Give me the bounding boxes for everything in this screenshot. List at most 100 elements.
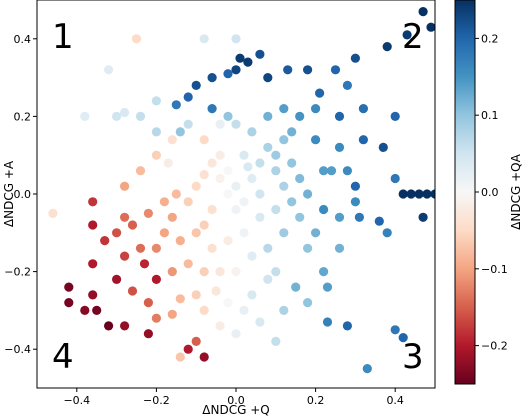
data-point-161 <box>315 88 325 98</box>
data-point-17 <box>231 34 241 44</box>
data-point-165 <box>287 127 297 137</box>
data-point-124 <box>279 228 289 238</box>
data-point-32 <box>378 142 388 152</box>
data-point-43 <box>406 189 416 199</box>
data-point-29 <box>334 111 345 121</box>
data-point-3 <box>402 30 412 40</box>
data-point-1 <box>426 22 435 32</box>
data-point-78 <box>171 189 181 199</box>
x-tick-label: −0.4 <box>63 394 90 407</box>
data-point-141 <box>139 259 150 269</box>
data-point-139 <box>271 166 281 176</box>
data-point-138 <box>243 162 253 172</box>
y-tick-label: 0.2 <box>14 110 32 123</box>
data-point-145 <box>80 305 90 315</box>
data-point-163 <box>243 57 253 67</box>
data-point-47 <box>334 243 345 253</box>
data-point-122 <box>303 189 313 199</box>
x-tick-label: 0.0 <box>227 394 245 407</box>
data-point-117 <box>263 111 273 121</box>
data-point-82 <box>207 158 217 168</box>
data-point-33 <box>358 135 368 145</box>
data-point-130 <box>183 259 193 269</box>
data-point-151 <box>255 317 265 327</box>
quadrant-label-2: 2 <box>402 17 424 57</box>
data-point-81 <box>199 170 209 180</box>
data-point-74 <box>112 228 122 238</box>
data-point-0 <box>418 7 428 17</box>
y-axis-ticks: −0.4 −0.2 0.0 0.2 0.4 <box>4 33 37 356</box>
data-point-35 <box>342 166 352 176</box>
data-point-152 <box>231 329 241 339</box>
data-points <box>48 7 435 374</box>
data-point-162 <box>255 49 265 59</box>
data-point-22 <box>120 107 130 118</box>
data-point-134 <box>239 150 249 160</box>
data-point-108 <box>88 220 98 230</box>
data-point-45 <box>422 189 432 199</box>
data-point-71 <box>64 282 74 292</box>
data-point-4 <box>350 53 360 63</box>
data-point-79 <box>183 197 193 207</box>
x-tick-label: −0.2 <box>143 394 170 407</box>
y-tick-label: 0.4 <box>14 33 32 46</box>
data-point-96 <box>255 212 265 222</box>
data-point-102 <box>159 228 169 238</box>
data-point-27 <box>183 119 193 129</box>
data-point-39 <box>374 216 384 226</box>
data-point-142 <box>112 274 122 284</box>
data-point-159 <box>326 166 337 176</box>
data-point-119 <box>295 111 305 121</box>
data-point-150 <box>175 352 185 362</box>
data-point-154 <box>271 336 281 346</box>
data-point-121 <box>319 166 329 176</box>
data-point-36 <box>350 181 360 191</box>
data-point-123 <box>295 212 305 222</box>
data-point-87 <box>247 173 257 184</box>
y-tick-label: 0.0 <box>14 188 32 201</box>
data-point-67 <box>127 286 138 296</box>
data-point-54 <box>279 305 289 315</box>
data-point-107 <box>88 197 98 207</box>
data-point-63 <box>175 294 185 304</box>
data-point-77 <box>159 197 169 207</box>
data-point-106 <box>48 208 58 218</box>
data-point-97 <box>239 228 249 238</box>
data-point-10 <box>231 65 241 75</box>
data-point-104 <box>135 243 146 253</box>
data-point-166 <box>151 96 161 106</box>
data-point-173 <box>287 197 297 207</box>
data-point-28 <box>311 104 321 114</box>
data-point-24 <box>80 111 90 121</box>
data-point-30 <box>358 104 368 114</box>
colorbar-ticks: −0.2 −0.1 0.0 0.1 0.2 <box>475 32 508 353</box>
data-point-133 <box>231 204 241 215</box>
data-point-146 <box>143 329 153 339</box>
data-point-160 <box>342 80 352 90</box>
data-point-13 <box>191 80 201 90</box>
data-point-115 <box>231 119 241 129</box>
data-point-140 <box>151 274 161 284</box>
colorbar-tick-label: 0.1 <box>481 109 499 122</box>
data-point-118 <box>279 104 289 114</box>
data-point-105 <box>120 251 130 261</box>
data-point-56 <box>263 274 273 284</box>
data-point-93 <box>295 173 305 184</box>
data-point-112 <box>167 135 177 145</box>
data-point-11 <box>223 69 233 79</box>
data-point-73 <box>100 236 110 246</box>
y-axis-label: ΔNDCG +A <box>2 160 16 227</box>
colorbar-tick-label: 0.0 <box>481 186 499 199</box>
data-point-46 <box>430 189 435 199</box>
data-point-125 <box>263 243 273 253</box>
data-point-6 <box>303 65 313 75</box>
data-point-51 <box>342 321 352 331</box>
data-point-113 <box>199 135 209 145</box>
data-point-135 <box>255 189 265 199</box>
data-point-83 <box>215 150 225 160</box>
colorbar-label: ΔNDCG +QA <box>509 153 523 229</box>
data-point-169 <box>167 212 177 222</box>
data-point-23 <box>112 111 122 121</box>
data-point-84 <box>223 166 233 176</box>
data-point-18 <box>199 34 209 44</box>
